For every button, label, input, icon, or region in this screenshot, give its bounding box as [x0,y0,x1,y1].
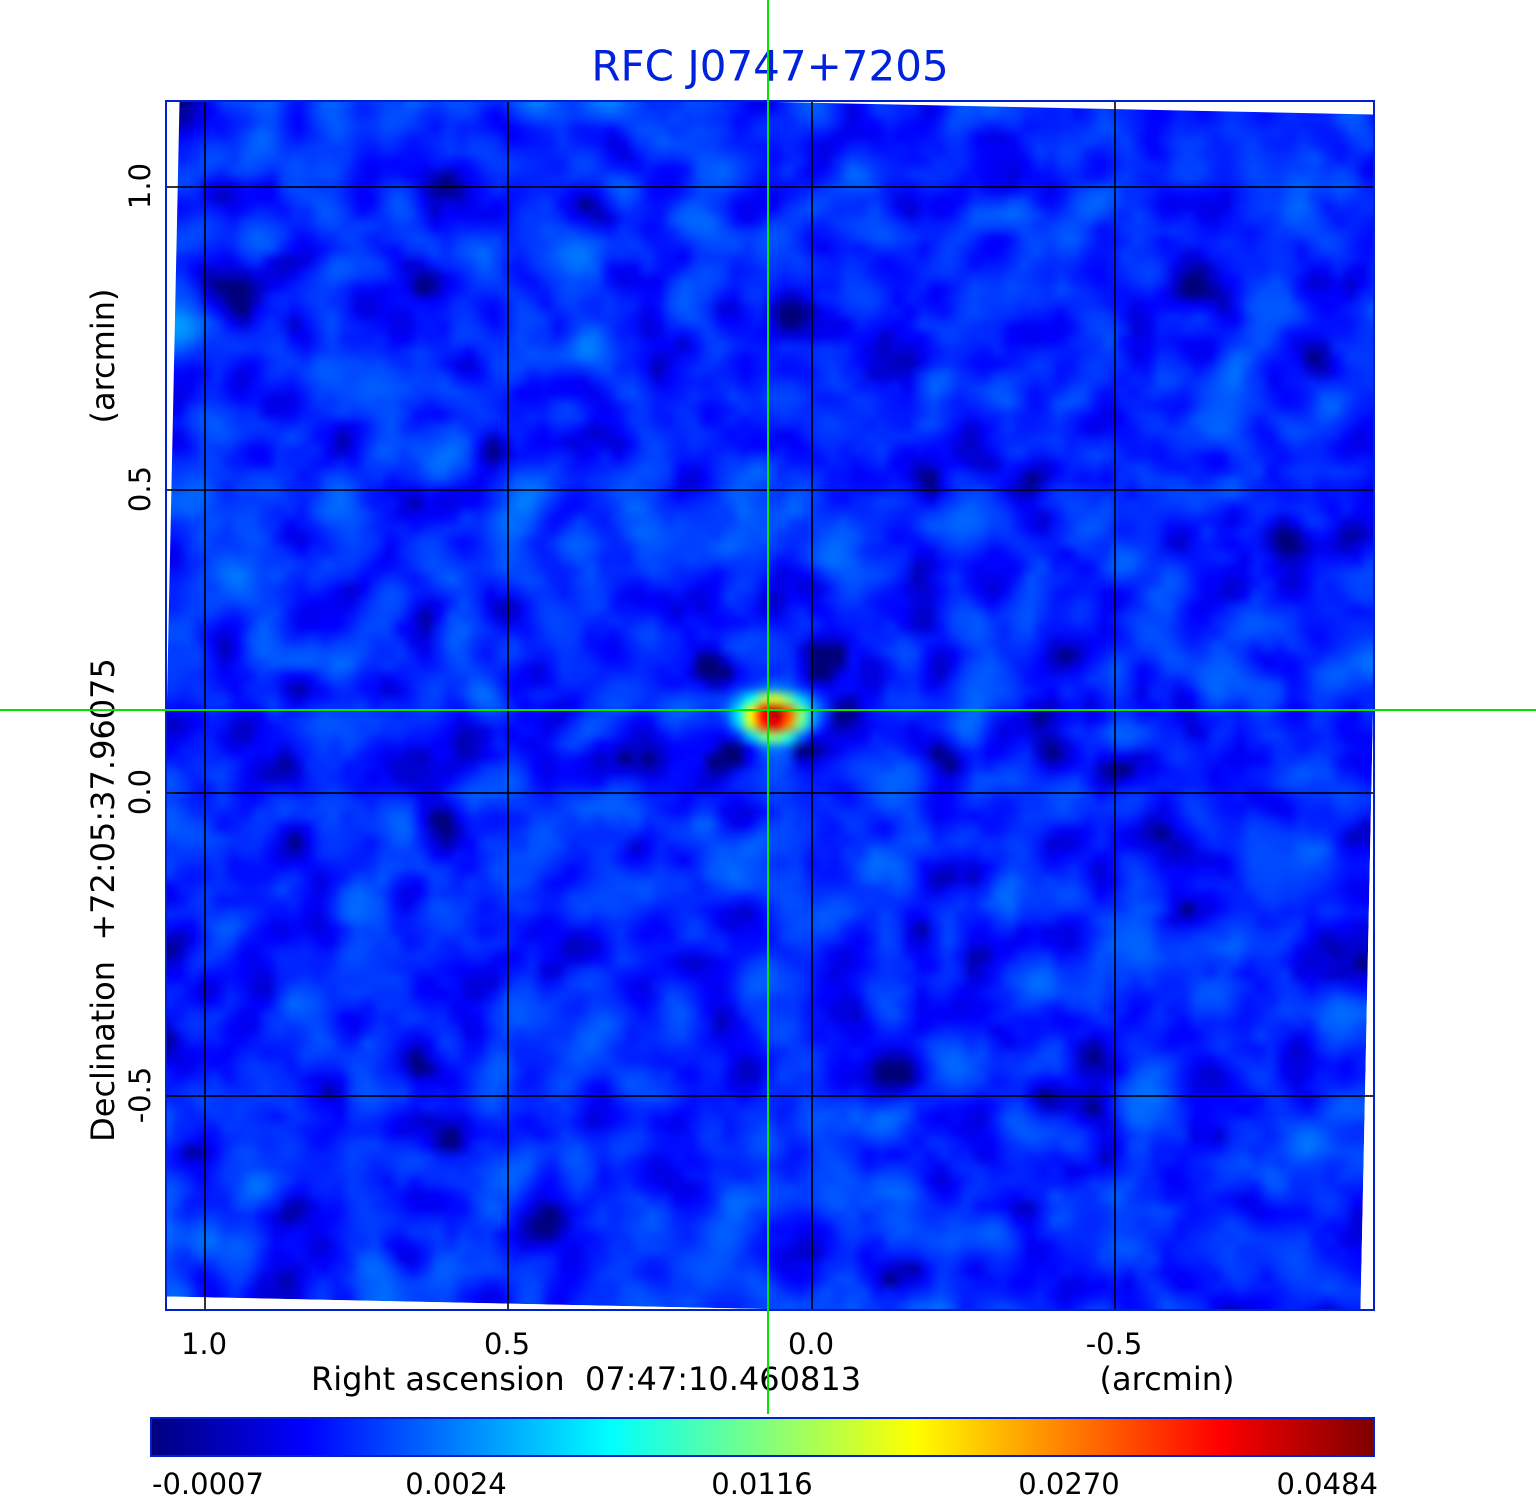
grid-line-horizontal [167,1095,1373,1097]
grid-line-horizontal [167,792,1373,794]
colorbar-tick-label: -0.0007 [152,1467,264,1501]
x-tick-label: 0.5 [483,1327,531,1361]
y-tick-label: 0.0 [123,768,157,816]
colorbar [150,1417,1375,1457]
grid-line-vertical [204,102,206,1309]
plot-title: RFC J0747+7205 [591,41,949,91]
y-axis-unit-label: (arcmin) [84,288,122,424]
grid-line-vertical [811,102,813,1309]
x-tick-label: 0.0 [787,1327,835,1361]
colorbar-canvas [152,1419,1373,1455]
plot-area [165,100,1375,1311]
x-tick-label: -0.5 [1085,1327,1143,1361]
x-tick-label: 1.0 [180,1327,228,1361]
y-axis-label: Declination +72:05:37.96075 [84,658,122,1142]
colorbar-tick-label: 0.0024 [405,1467,507,1501]
y-tick-label: -0.5 [123,1066,157,1124]
x-axis-unit-label: (arcmin) [1099,1360,1235,1398]
colorbar-tick-label: 0.0484 [1276,1467,1378,1501]
crosshair-vertical-line [767,0,769,1414]
sky-image-canvas [167,102,1373,1309]
crosshair-horizontal-line [0,709,1536,711]
grid-line-vertical [1114,102,1116,1309]
colorbar-tick-label: 0.0116 [711,1467,813,1501]
grid-line-vertical [507,102,509,1309]
colorbar-tick-label: 0.0270 [1018,1467,1120,1501]
x-axis-label: Right ascension 07:47:10.460813 [310,1360,862,1398]
y-tick-label: 0.5 [123,465,157,513]
grid-line-horizontal [167,186,1373,188]
grid-line-horizontal [167,489,1373,491]
y-tick-label: 1.0 [123,162,157,210]
